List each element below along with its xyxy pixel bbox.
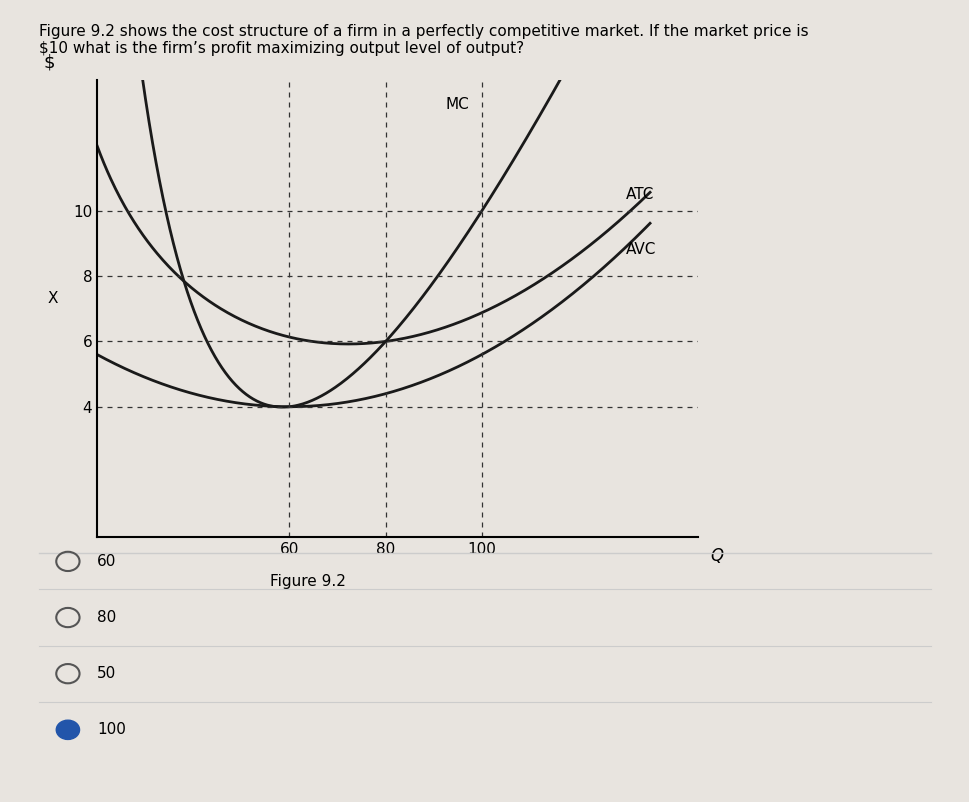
Text: 80: 80 — [97, 610, 116, 625]
Text: 60: 60 — [97, 554, 116, 569]
Text: Figure 9.2 shows the cost structure of a firm in a perfectly competitive market.: Figure 9.2 shows the cost structure of a… — [39, 24, 807, 56]
Text: Q: Q — [709, 547, 723, 565]
Text: X: X — [47, 291, 58, 306]
Text: Figure 9.2: Figure 9.2 — [269, 574, 345, 589]
Text: AVC: AVC — [626, 242, 656, 257]
Text: ATC: ATC — [626, 187, 654, 202]
Text: $: $ — [43, 53, 54, 71]
Text: 100: 100 — [97, 723, 126, 737]
Text: 50: 50 — [97, 666, 116, 681]
Text: MC: MC — [446, 96, 469, 111]
